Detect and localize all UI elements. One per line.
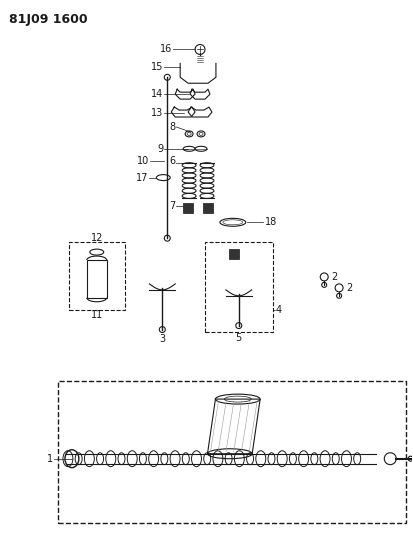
- Text: 81J09 1600: 81J09 1600: [9, 13, 88, 26]
- Text: 10: 10: [137, 156, 150, 166]
- Text: 16: 16: [160, 44, 172, 54]
- Bar: [203, 204, 213, 213]
- Text: 3: 3: [159, 334, 165, 343]
- Text: 4: 4: [275, 305, 282, 314]
- Text: 11: 11: [90, 310, 103, 320]
- Text: 14: 14: [151, 89, 163, 99]
- Bar: [58, 381, 406, 523]
- Bar: [229, 249, 239, 259]
- Text: 5: 5: [236, 333, 242, 343]
- Text: 1: 1: [47, 454, 53, 464]
- Bar: [69, 242, 125, 310]
- Text: 2: 2: [346, 283, 352, 293]
- Text: 8: 8: [169, 122, 175, 132]
- Text: 15: 15: [151, 62, 163, 72]
- Text: 13: 13: [151, 108, 163, 118]
- Text: 6: 6: [169, 156, 175, 166]
- Text: 18: 18: [265, 217, 277, 227]
- Bar: [183, 204, 193, 213]
- Text: 12: 12: [90, 233, 103, 243]
- Text: 9: 9: [157, 144, 163, 154]
- Text: 2: 2: [331, 272, 337, 282]
- Bar: [205, 242, 273, 332]
- Text: 17: 17: [136, 173, 148, 183]
- Text: 7: 7: [169, 201, 175, 212]
- Bar: [87, 260, 107, 298]
